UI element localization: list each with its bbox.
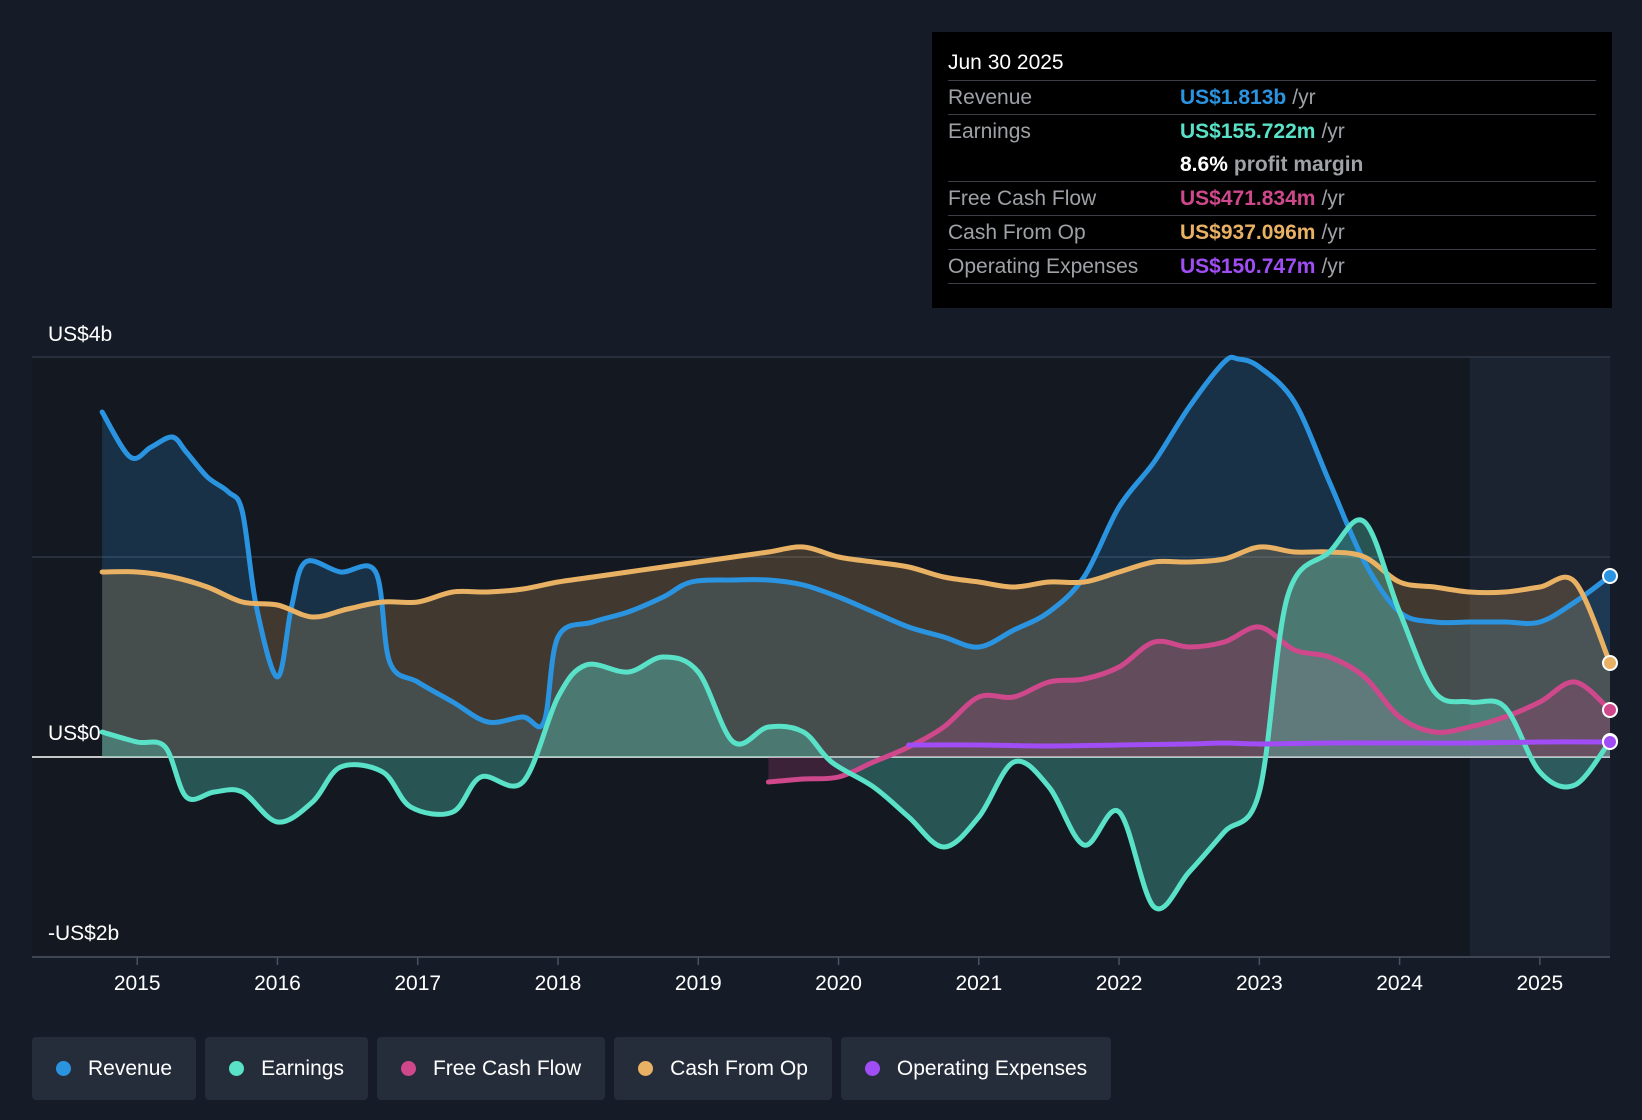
legend-dot-icon	[638, 1061, 654, 1076]
x-tick-label: 2024	[1376, 972, 1423, 995]
legend-item-revenue[interactable]: Revenue	[32, 1037, 197, 1100]
axes: US$4b US$0 -US$2b	[48, 323, 119, 945]
legend-dot-icon	[229, 1061, 245, 1076]
legend-label: Earnings	[261, 1056, 344, 1080]
tooltip-row-operating-expenses: Operating Expenses US$150.747m /yr	[948, 249, 1596, 284]
tooltip-label: Earnings	[948, 119, 1031, 143]
tooltip-value: US$150.747m	[1180, 254, 1316, 278]
tooltip-value: US$155.722m	[1180, 119, 1316, 143]
earnings-area	[102, 519, 1611, 909]
y-tick-label-zero: US$0	[48, 722, 101, 745]
revenue-area	[102, 357, 1611, 757]
tooltip-label: Operating Expenses	[948, 254, 1139, 278]
tooltip-value: US$1.813b	[1180, 85, 1287, 109]
legend: Revenue Earnings Free Cash Flow Cash Fro…	[32, 1037, 1112, 1100]
x-tick-label: 2015	[114, 972, 161, 995]
x-axis-ticks: 2015 2016 2017 2018 2019 2020 2021 2022 2023 2024…	[32, 956, 1610, 995]
legend-item-operating-expenses[interactable]: Operating Expenses	[840, 1037, 1112, 1100]
tooltip-row-profit-margin: 8.6% profit margin	[948, 148, 1596, 181]
legend-item-earnings[interactable]: Earnings	[205, 1037, 368, 1100]
chart-background	[32, 357, 1610, 957]
tooltip-label: Revenue	[948, 85, 1033, 109]
free-cash-flow-end-marker	[1602, 702, 1618, 718]
legend-dot-icon	[400, 1061, 416, 1076]
x-tick-label: 2023	[1236, 972, 1283, 995]
revenue-end-marker	[1602, 568, 1618, 584]
legend-label: Revenue	[88, 1056, 173, 1080]
cash-from-op-area	[102, 546, 1611, 757]
x-tick-label: 2021	[955, 972, 1002, 995]
x-tick-label: 2018	[535, 972, 582, 995]
tooltip-row-earnings: Earnings US$155.722m /yr	[948, 114, 1596, 148]
tooltip-panel: Jun 30 2025 Revenue US$1.813b /yr Earnin…	[932, 32, 1612, 308]
x-tick-label: 2025	[1517, 972, 1564, 995]
tooltip-unit: /yr	[1321, 220, 1345, 244]
tooltip-label: Free Cash Flow	[948, 186, 1097, 210]
tooltip-row-free-cash-flow: Free Cash Flow US$471.834m /yr	[948, 181, 1596, 215]
cash-from-op-end-marker	[1602, 655, 1618, 671]
tooltip-value: US$471.834m	[1180, 186, 1316, 210]
series-lines	[99, 354, 1613, 912]
tooltip-row-revenue: Revenue US$1.813b /yr	[948, 80, 1596, 114]
x-tick-label: 2017	[394, 972, 441, 995]
forecast-region	[1469, 357, 1610, 957]
legend-item-free-cash-flow[interactable]: Free Cash Flow	[376, 1037, 606, 1100]
tooltip-unit: /yr	[1321, 186, 1345, 210]
legend-dot-icon	[864, 1061, 880, 1076]
tooltip-date: Jun 30 2025	[948, 51, 1064, 74]
cash-from-op-line	[99, 544, 1613, 666]
plot-background	[32, 357, 1470, 957]
tooltip-unit: /yr	[1292, 85, 1316, 109]
legend-dot-icon	[56, 1061, 71, 1076]
series-end-markers	[1602, 568, 1618, 750]
tooltip-value: US$937.096m	[1180, 220, 1316, 244]
tooltip-label: Cash From Op	[948, 220, 1086, 244]
x-tick-label: 2019	[675, 972, 722, 995]
tooltip-unit: /yr	[1321, 254, 1345, 278]
earnings-line	[99, 517, 1613, 912]
x-tick-label: 2020	[815, 972, 862, 995]
operating-expenses-end-marker	[1602, 734, 1618, 750]
profit-margin-label: profit margin	[1233, 152, 1364, 176]
x-tick-label: 2016	[254, 972, 301, 995]
revenue-line	[99, 354, 1613, 730]
tooltip-row-cash-from-op: Cash From Op US$937.096m /yr	[948, 215, 1596, 249]
x-tick-label: 2022	[1096, 972, 1143, 995]
y-tick-label-top: US$4b	[48, 323, 112, 346]
operating-expenses-line	[906, 739, 1613, 749]
legend-item-cash-from-op[interactable]: Cash From Op	[614, 1037, 832, 1100]
profit-margin-value: 8.6%	[1180, 152, 1228, 176]
y-tick-label-bottom: -US$2b	[48, 922, 119, 945]
legend-label: Free Cash Flow	[432, 1056, 582, 1080]
legend-label: Cash From Op	[670, 1056, 808, 1080]
tooltip-unit: /yr	[1321, 119, 1345, 143]
legend-label: Operating Expenses	[896, 1056, 1088, 1080]
